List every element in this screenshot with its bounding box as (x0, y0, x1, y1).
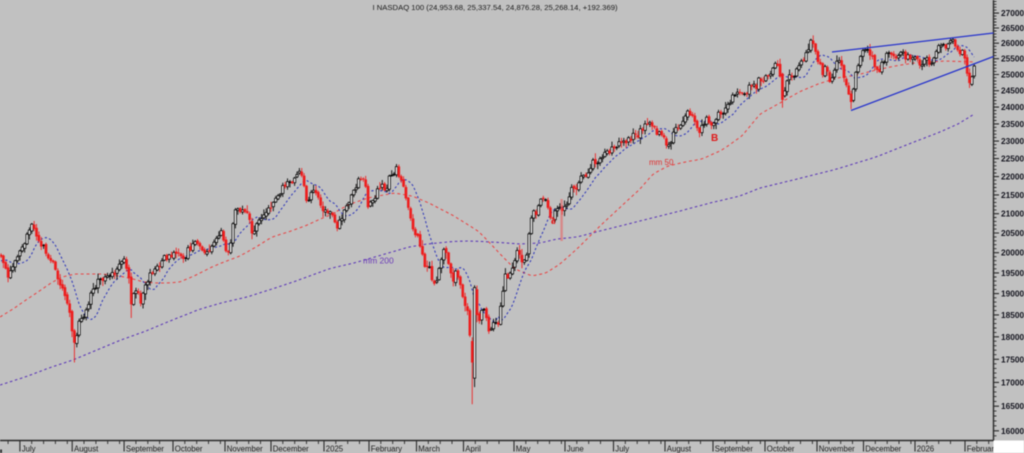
svg-text:16000: 16000 (1001, 426, 1024, 436)
svg-text:2025: 2025 (326, 444, 344, 453)
svg-text:I NASDAQ 100 (24,953.68, 25,33: I NASDAQ 100 (24,953.68, 25,337.54, 24,8… (372, 3, 618, 12)
svg-text:20500: 20500 (1001, 228, 1024, 238)
svg-text:25500: 25500 (1001, 54, 1024, 64)
svg-text:19000: 19000 (1001, 289, 1024, 299)
svg-text:mm 50: mm 50 (649, 158, 674, 167)
svg-text:August: August (74, 444, 99, 453)
svg-text:18500: 18500 (1001, 310, 1024, 320)
svg-text:March: March (418, 444, 440, 453)
svg-text:February: February (371, 444, 402, 453)
svg-text:July: July (615, 444, 629, 453)
svg-text:25000: 25000 (1001, 70, 1024, 80)
svg-text:18000: 18000 (1001, 332, 1024, 342)
svg-text:September: September (126, 444, 165, 453)
svg-text:23500: 23500 (1001, 119, 1024, 129)
svg-text:22500: 22500 (1001, 154, 1024, 164)
svg-text:24000: 24000 (1001, 102, 1024, 112)
svg-text:16500: 16500 (1001, 401, 1024, 411)
svg-text:mm 200: mm 200 (363, 256, 394, 266)
svg-text:2026: 2026 (917, 444, 934, 453)
svg-text:November: November (227, 444, 263, 453)
svg-text:21500: 21500 (1001, 190, 1024, 200)
svg-text:September: September (715, 444, 754, 453)
svg-text:22000: 22000 (1001, 172, 1024, 182)
svg-text:February: February (967, 444, 998, 453)
svg-text:B: B (711, 133, 718, 144)
svg-text:August: August (667, 444, 692, 453)
svg-text:20000: 20000 (1001, 248, 1024, 258)
svg-text:24500: 24500 (1001, 86, 1024, 96)
svg-text:November: November (819, 444, 855, 453)
svg-text:27000: 27000 (1001, 8, 1024, 18)
svg-text:17500: 17500 (1001, 354, 1024, 364)
svg-text:d: d (551, 217, 556, 226)
svg-text:April: April (465, 444, 481, 453)
svg-text:26500: 26500 (1001, 23, 1024, 33)
svg-text:June: June (567, 444, 584, 453)
svg-text:23000: 23000 (1001, 136, 1024, 146)
svg-text:December: December (865, 444, 901, 453)
svg-text:October: October (175, 444, 203, 453)
svg-text:19500: 19500 (1001, 268, 1024, 278)
svg-text:July: July (22, 444, 36, 453)
svg-text:May: May (516, 444, 531, 453)
svg-text:October: October (767, 444, 795, 453)
svg-text:17000: 17000 (1001, 377, 1024, 387)
svg-text:December: December (273, 444, 309, 453)
svg-text:26000: 26000 (1001, 38, 1024, 48)
svg-text:21000: 21000 (1001, 209, 1024, 219)
